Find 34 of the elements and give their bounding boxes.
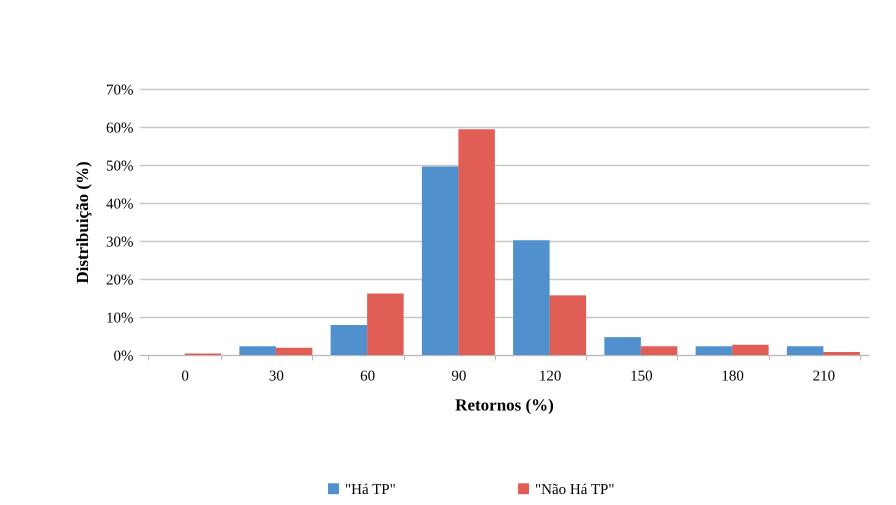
bar [276,348,312,355]
bar [823,352,860,355]
bar [367,293,404,355]
bar [513,240,550,355]
x-tick-label: 150 [630,368,653,384]
y-tick-label: 60% [106,120,134,136]
bar [422,166,458,355]
y-tick-label: 40% [106,196,134,212]
y-tick-label: 50% [106,158,134,174]
bar [239,346,276,355]
legend-label: "Não Há TP" [535,482,614,498]
bar [732,344,769,355]
y-tick-label: 30% [106,234,134,250]
x-tick-label: 30 [268,368,284,384]
x-tick-label: 0 [181,368,189,384]
bar [604,337,641,355]
bar [550,295,586,355]
bar [330,324,368,355]
bar [458,129,495,355]
bar [786,346,824,355]
y-tick-label: 70% [106,82,134,98]
y-tick-label: 0% [114,348,134,364]
x-tick-label: 210 [812,368,836,384]
y-tick-label: 20% [106,272,134,288]
x-axis-title: Retornos (%) [455,396,554,414]
x-tick-label: 120 [538,368,562,384]
bar [640,346,678,355]
y-axis-title: Distribuição (%) [73,161,92,284]
legend-label: "Há TP" [345,482,396,498]
x-tick-label: 60 [360,368,376,384]
bar [696,346,732,355]
x-tick-label: 90 [451,368,466,384]
y-tick-label: 10% [106,310,134,326]
x-tick-label: 180 [721,368,744,384]
